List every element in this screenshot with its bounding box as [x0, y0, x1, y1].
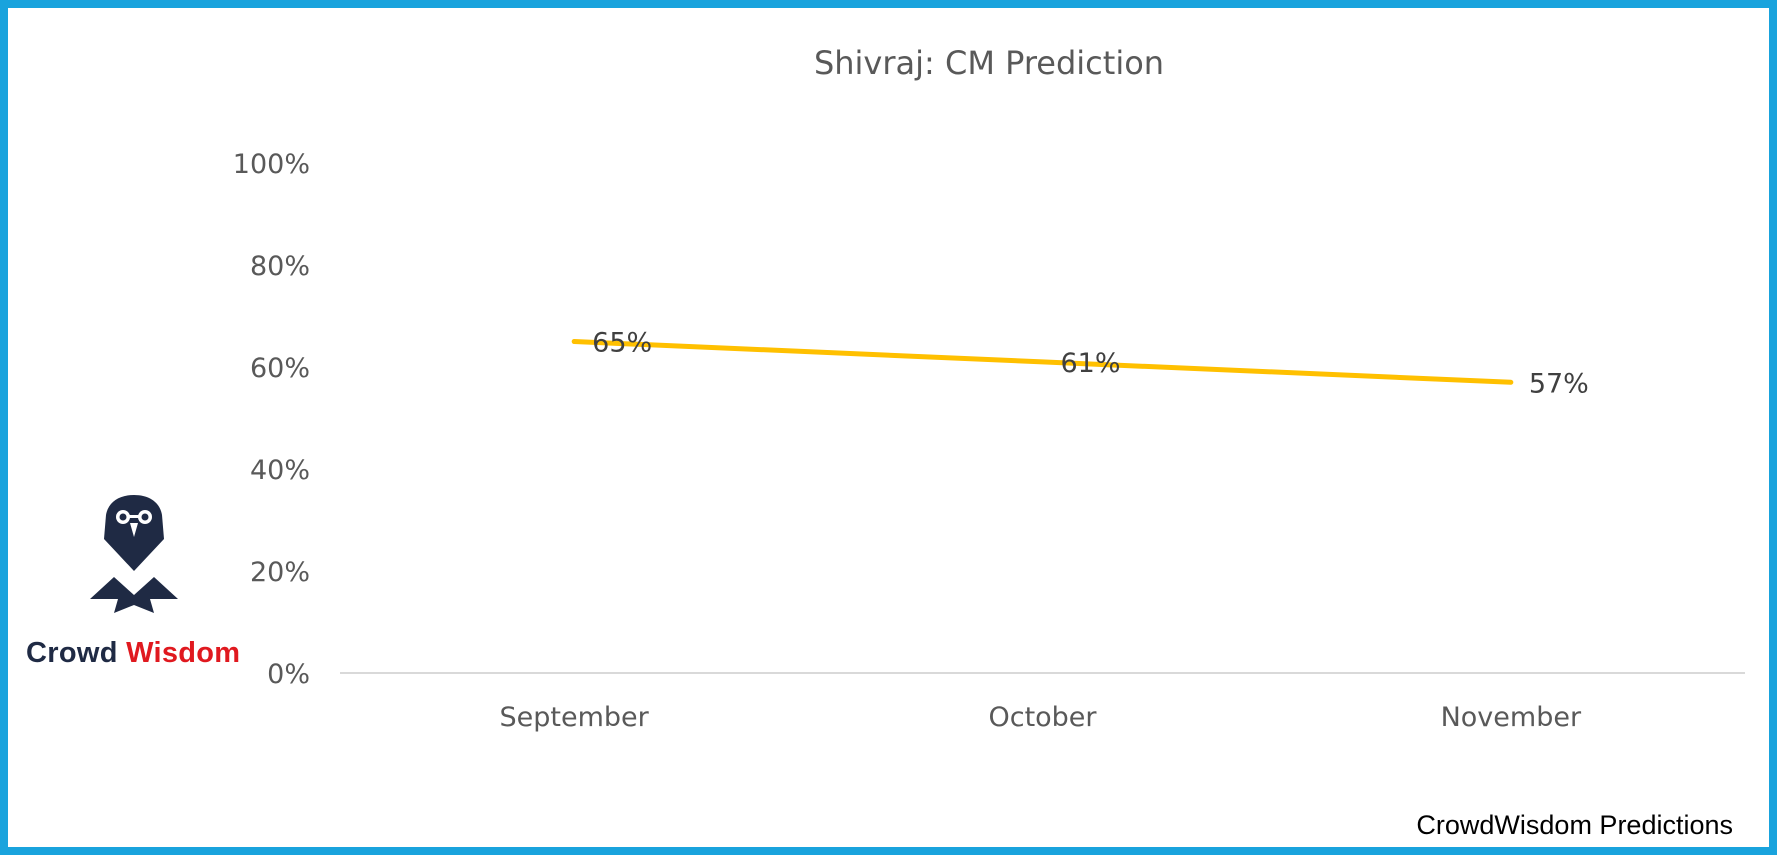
x-tick-label: November [1441, 702, 1582, 733]
data-label: 61% [1061, 348, 1121, 379]
y-tick-label: 100% [233, 149, 310, 180]
series-layer [571, 339, 1514, 385]
data-labels: 65% 61% 57% [592, 328, 1589, 400]
logo-word-wisdom: Wisdom [126, 637, 241, 669]
crowdwisdom-logo-text: Crowd Wisdom [26, 637, 240, 670]
chart-title: Shivraj: CM Prediction [814, 44, 1164, 82]
owl-logo-icon [88, 493, 180, 622]
data-label: 65% [592, 328, 652, 359]
data-label: 57% [1529, 368, 1589, 399]
y-tick-label: 20% [250, 557, 310, 588]
y-tick-label: 40% [250, 455, 310, 486]
y-tick-label: 60% [250, 353, 310, 384]
y-tick-label: 0% [267, 659, 310, 690]
y-axis-ticks: 0% 20% 40% 60% 80% 100% [233, 149, 310, 690]
x-axis-ticks: September October November [500, 702, 1582, 733]
x-tick-label: October [988, 702, 1097, 733]
footer-credit: CrowdWisdom Predictions [1416, 810, 1733, 840]
y-tick-label: 80% [250, 251, 310, 282]
logo-word-crowd: Crowd [26, 637, 118, 669]
x-tick-label: September [500, 702, 650, 733]
